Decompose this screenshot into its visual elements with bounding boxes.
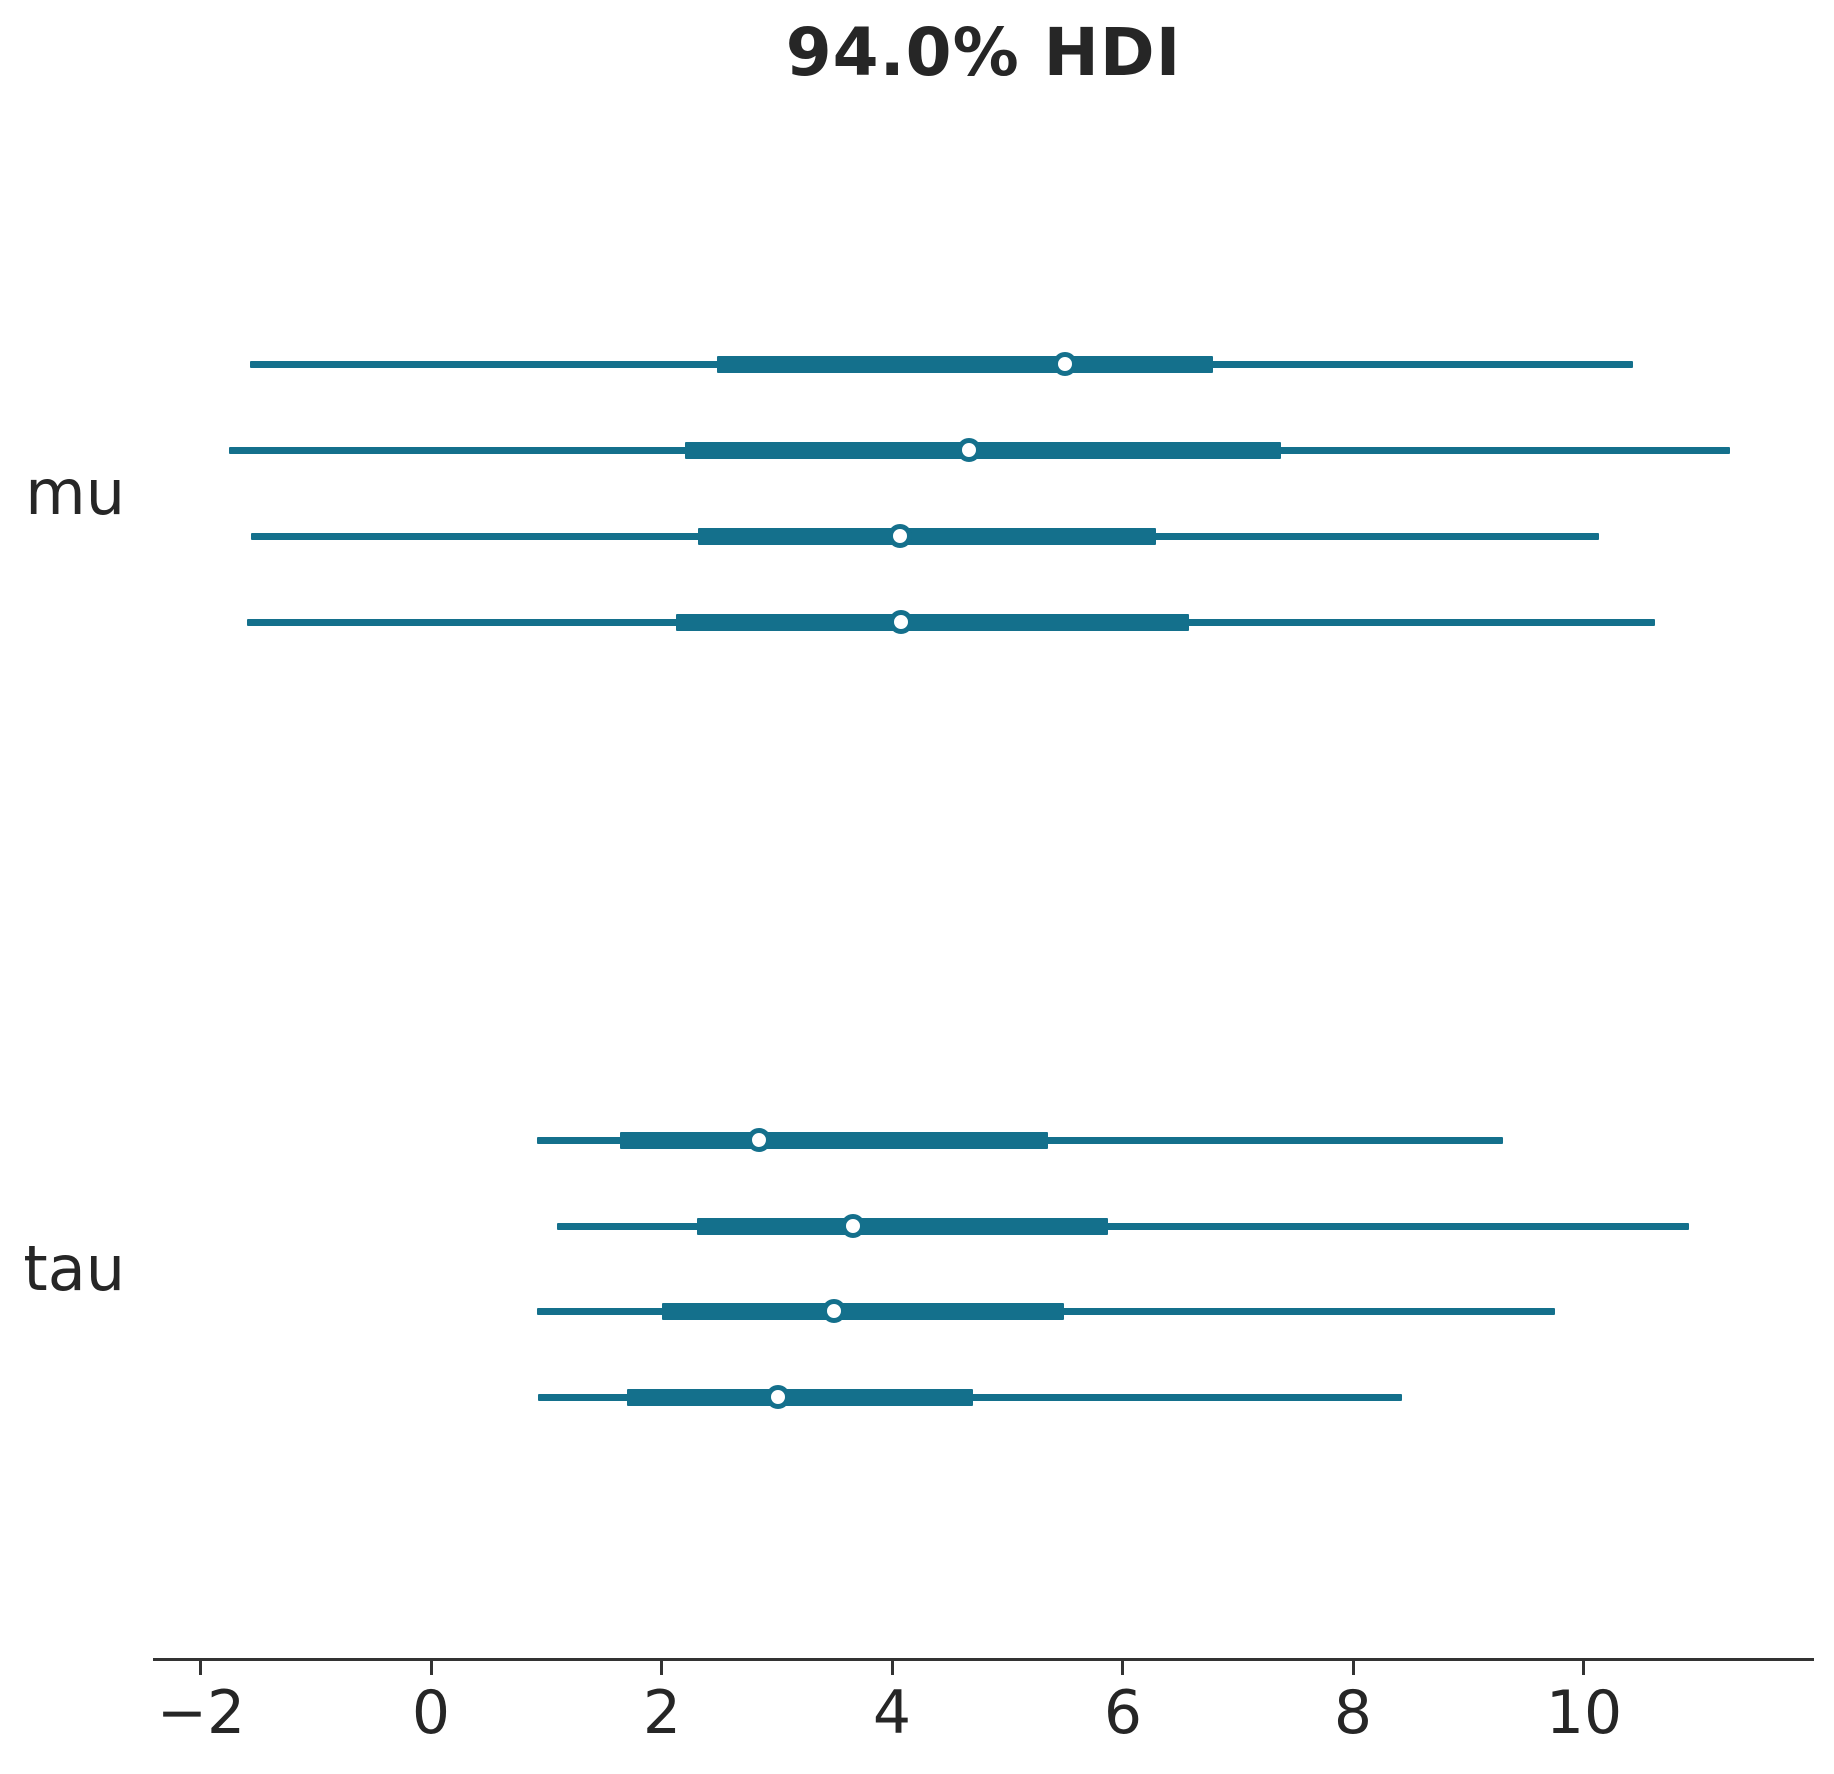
x-axis-tick xyxy=(430,1661,433,1675)
median-marker xyxy=(1053,352,1077,376)
median-marker xyxy=(888,524,912,548)
x-axis-tick xyxy=(199,1661,202,1675)
quartile-line xyxy=(698,527,1156,545)
x-axis-tick xyxy=(660,1661,663,1675)
quartile-line xyxy=(685,441,1281,459)
quartile-line xyxy=(717,355,1213,373)
x-axis-tick-label: 6 xyxy=(1103,1678,1143,1748)
x-axis-tick-label: −2 xyxy=(156,1678,246,1748)
quartile-line xyxy=(662,1302,1064,1320)
x-axis-tick-label: 10 xyxy=(1545,1678,1623,1748)
median-marker xyxy=(822,1299,846,1323)
param-label-mu: mu xyxy=(25,456,125,529)
x-axis-tick-label: 4 xyxy=(872,1678,912,1748)
x-axis-tick xyxy=(1121,1661,1124,1675)
median-marker xyxy=(957,438,981,462)
hdi-line xyxy=(557,1222,1689,1230)
param-label-tau: tau xyxy=(23,1231,125,1305)
x-axis-tick-label: 0 xyxy=(411,1678,451,1748)
median-marker xyxy=(889,610,913,634)
quartile-line xyxy=(676,613,1189,631)
median-marker xyxy=(747,1128,771,1152)
x-axis-tick xyxy=(891,1661,894,1675)
x-axis-tick-label: 8 xyxy=(1333,1678,1373,1748)
x-axis xyxy=(153,1658,1814,1661)
x-axis-tick xyxy=(1352,1661,1355,1675)
quartile-line xyxy=(627,1388,973,1406)
plot-title: 94.0% HDI xyxy=(785,14,1182,91)
quartile-line xyxy=(697,1217,1108,1235)
median-marker xyxy=(841,1214,865,1238)
quartile-line xyxy=(620,1131,1048,1149)
median-marker xyxy=(766,1385,790,1409)
x-axis-tick-label: 2 xyxy=(642,1678,682,1748)
x-axis-tick xyxy=(1582,1661,1585,1675)
